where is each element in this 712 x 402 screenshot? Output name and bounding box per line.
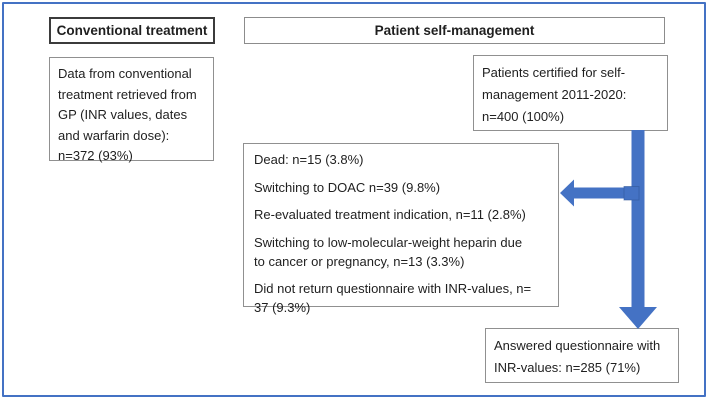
exclusion-heparin: Switching to low-molecular-weight hepari… (254, 234, 523, 269)
box-answered-questionnaire: Answered questionnaire with INR-values: n… (485, 328, 679, 383)
header-patient-self-management: Patient self-management (244, 17, 665, 44)
box-exclusions: Dead: n=15 (3.8%) Switching to DOAC n=39… (243, 143, 559, 315)
exclusion-no-questionnaire: Did not return questionnaire with INR-va… (254, 281, 532, 315)
exclusion-dead: Dead: n=15 (3.8%) (254, 152, 364, 167)
box-conventional-data: Data from conventional treatment retrieve… (49, 57, 214, 163)
exclusion-doac: Switching to DOAC n=39 (9.8%) (254, 179, 441, 195)
box-patients-certified: Patients certified for self-management 2… (473, 55, 668, 131)
header-conventional-treatment: Conventional treatment (49, 17, 215, 44)
exclusion-reevaluated: Re-evaluated treatment indication, n=11 … (254, 207, 526, 222)
